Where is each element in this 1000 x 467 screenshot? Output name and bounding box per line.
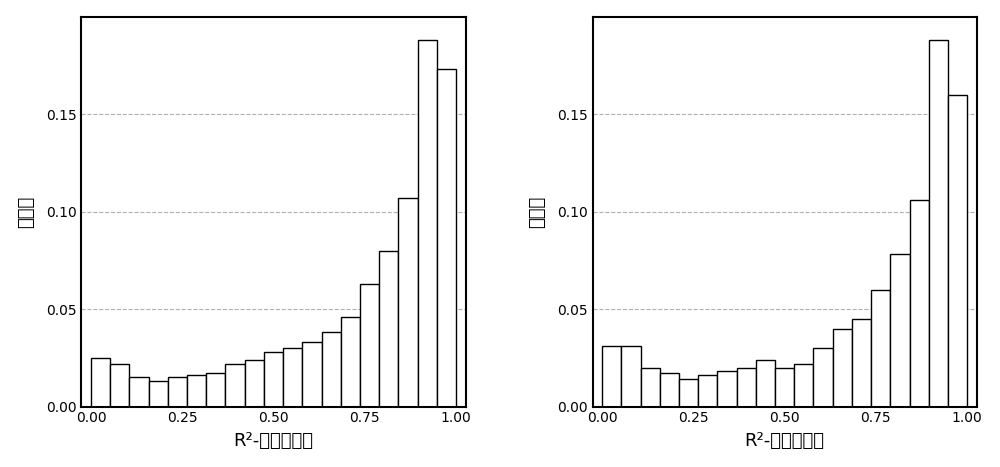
Bar	[679, 379, 698, 407]
Bar	[264, 352, 283, 407]
Bar	[775, 368, 794, 407]
Bar	[602, 346, 621, 407]
Bar	[398, 198, 418, 407]
Bar	[283, 348, 302, 407]
Bar	[852, 319, 871, 407]
X-axis label: R²-正离子模式: R²-正离子模式	[745, 432, 825, 450]
Bar	[168, 377, 187, 407]
X-axis label: R²-负离子模式: R²-负离子模式	[234, 432, 314, 450]
Bar	[660, 374, 679, 407]
Bar	[948, 95, 967, 407]
Bar	[621, 346, 641, 407]
Y-axis label: 百分比: 百分比	[17, 196, 35, 228]
Bar	[245, 360, 264, 407]
Bar	[929, 40, 948, 407]
Bar	[813, 348, 833, 407]
Bar	[910, 200, 929, 407]
Y-axis label: 百分比: 百分比	[528, 196, 546, 228]
Bar	[418, 40, 437, 407]
Bar	[225, 364, 245, 407]
Bar	[737, 368, 756, 407]
Bar	[890, 255, 910, 407]
Bar	[129, 377, 149, 407]
Bar	[379, 251, 398, 407]
Bar	[756, 360, 775, 407]
Bar	[437, 69, 456, 407]
Bar	[871, 290, 890, 407]
Bar	[341, 317, 360, 407]
Bar	[110, 364, 129, 407]
Bar	[187, 375, 206, 407]
Bar	[91, 358, 110, 407]
Bar	[302, 342, 322, 407]
Bar	[322, 333, 341, 407]
Bar	[641, 368, 660, 407]
Bar	[833, 329, 852, 407]
Bar	[360, 284, 379, 407]
Bar	[794, 364, 813, 407]
Bar	[206, 374, 225, 407]
Bar	[698, 375, 717, 407]
Bar	[717, 371, 737, 407]
Bar	[149, 381, 168, 407]
